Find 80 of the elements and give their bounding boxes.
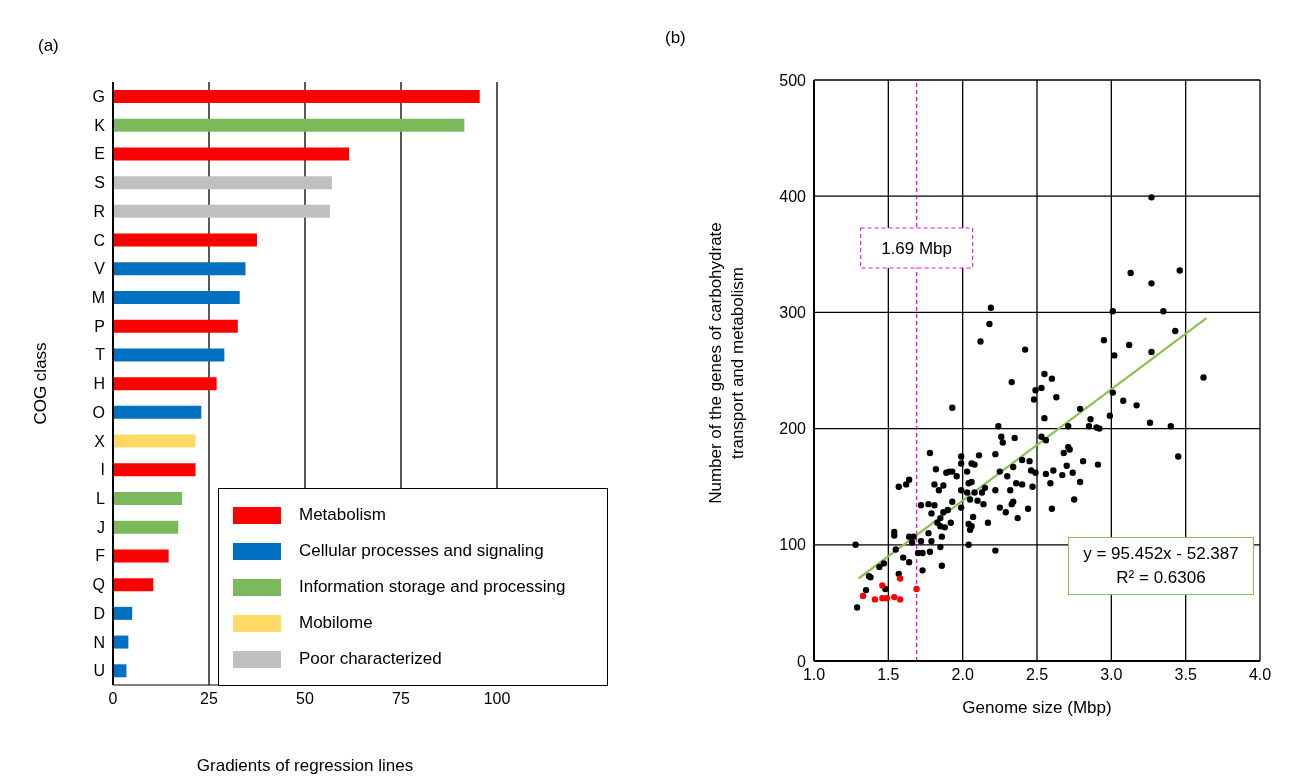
bar <box>113 606 133 620</box>
text: (b) <box>665 28 686 48</box>
bar <box>113 348 225 362</box>
y-axis-title: COG class <box>31 342 51 425</box>
bar <box>113 204 330 218</box>
y-tick-label: C <box>93 231 105 249</box>
y-tick-label: R <box>93 202 105 220</box>
legend-label: Information storage and processing <box>299 577 566 597</box>
chart-title: (a) <box>38 36 59 56</box>
y-tick-label: E <box>94 145 105 163</box>
y-tick-label: 300 <box>779 304 807 322</box>
y-tick-label: G <box>92 88 105 106</box>
x-tick-label: 50 <box>296 690 314 708</box>
bar <box>113 405 202 419</box>
y-tick-label: 500 <box>779 71 807 89</box>
y-tick-label: X <box>94 432 106 450</box>
legend-label: Mobilome <box>299 613 373 633</box>
point <box>859 592 867 600</box>
bar <box>113 434 196 448</box>
x-tick-label: 25 <box>200 690 218 708</box>
y-tick-label: O <box>92 403 105 421</box>
y-tick-label: S <box>94 174 105 192</box>
bar <box>113 549 169 563</box>
point <box>897 596 904 603</box>
x-tick-label: 1.5 <box>877 666 900 684</box>
y-tick-label: 200 <box>779 420 807 438</box>
y-tick-label: N <box>93 633 105 651</box>
legend-label: Poor characterized <box>299 649 442 669</box>
x-tick-label: 75 <box>392 690 410 708</box>
point <box>883 595 891 602</box>
y-tick-label: 100 <box>779 536 807 554</box>
x-tick-label: 1.0 <box>802 666 826 684</box>
bar <box>113 520 179 534</box>
bar <box>113 492 183 505</box>
y-tick-label: F <box>95 547 106 565</box>
y-tick-label: I <box>100 461 105 479</box>
bar <box>113 635 129 649</box>
annotation: R² = 0.6306 <box>1115 567 1207 589</box>
point <box>871 596 879 603</box>
y-tick-label: Q <box>92 576 105 594</box>
bar <box>113 377 217 391</box>
x-tick-label: 4.0 <box>1248 666 1272 684</box>
legend-label: Metabolism <box>299 505 386 525</box>
y-tick-label: K <box>94 116 106 134</box>
y-tick-label: L <box>96 490 106 508</box>
y-tick-label: M <box>91 289 105 307</box>
bar <box>113 176 332 190</box>
legend-label: Cellular processes and signaling <box>299 541 544 561</box>
point <box>891 593 898 601</box>
y-tick-label: U <box>93 662 105 680</box>
y-tick-label: D <box>93 604 105 622</box>
bar <box>113 463 196 477</box>
x-tick-label: 100 <box>483 690 511 708</box>
bar <box>113 262 246 276</box>
bar <box>113 147 350 161</box>
x-tick-label: 2.0 <box>951 666 974 684</box>
point <box>879 582 886 589</box>
y-axis-title: Number of the genes of carbohydrate transport and metabolism <box>705 221 748 506</box>
x-axis-title: Gradients of regression lines <box>196 756 414 775</box>
y-tick-label: T <box>95 346 106 364</box>
point <box>897 575 904 582</box>
x-tick-label: 2.5 <box>1025 666 1049 684</box>
bar <box>113 90 480 103</box>
bar <box>113 319 238 333</box>
y-tick-label: H <box>93 375 105 393</box>
ref-line-label: 1.69 Mbp <box>881 239 953 258</box>
annotation: y = 95.452x - 52.387 <box>1082 543 1240 565</box>
y-tick-label: V <box>94 260 106 278</box>
bar <box>113 233 257 247</box>
x-tick-label: 3.5 <box>1174 666 1197 684</box>
x-axis-title: Genome size (Mbp) <box>962 698 1112 717</box>
y-tick-label: P <box>94 317 105 335</box>
y-tick-label: J <box>97 518 105 536</box>
y-tick-label: 400 <box>779 187 807 205</box>
bar <box>113 578 154 592</box>
bar <box>113 291 240 304</box>
point <box>913 585 920 593</box>
bar <box>113 118 465 132</box>
x-tick-label: 3.0 <box>1100 666 1123 684</box>
x-tick-label: 0 <box>108 690 118 708</box>
